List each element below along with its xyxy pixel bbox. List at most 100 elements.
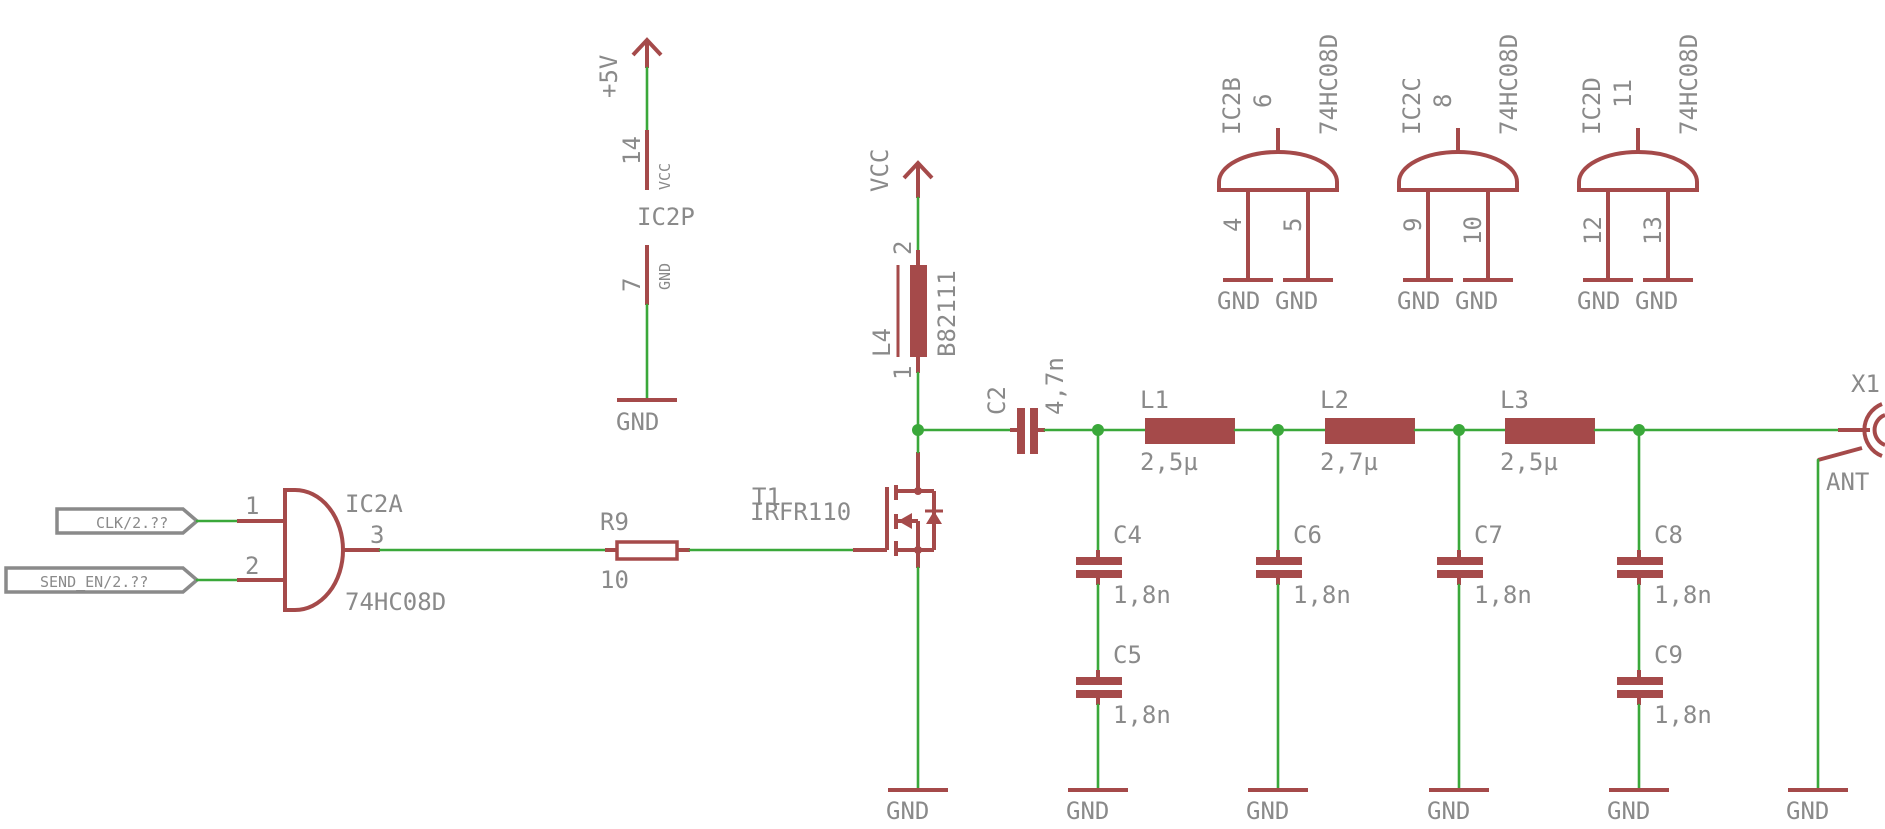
c7-value: 1,8n xyxy=(1474,581,1532,609)
ic2d-name: IC2D xyxy=(1578,77,1606,135)
r9-name: R9 xyxy=(600,508,629,536)
gnd-x1-label: GND xyxy=(1786,797,1829,825)
ic2d-gnd-2: GND xyxy=(1635,287,1678,315)
c9-value: 1,8n xyxy=(1654,701,1712,729)
gnd-ic2p-label: GND xyxy=(616,408,659,436)
gnd-ic2p: GND xyxy=(616,398,677,436)
gnd-c7: GND xyxy=(1427,788,1489,825)
ic2a-name: IC2A xyxy=(345,490,403,518)
ic2b-gnd-2: GND xyxy=(1275,287,1318,315)
gnd-c6-label: GND xyxy=(1246,797,1289,825)
ic2p-pin14: 14 xyxy=(618,136,646,165)
ic2c-gnd-2: GND xyxy=(1455,287,1498,315)
gnd-t1: GND xyxy=(886,788,948,825)
c8-value: 1,8n xyxy=(1654,581,1712,609)
l1-inductor: L1 2,5µ xyxy=(1140,386,1235,476)
plus5v-label: +5V xyxy=(595,55,623,98)
ic2b-pin-in1: 4 xyxy=(1219,218,1247,232)
c6-value: 1,8n xyxy=(1293,581,1351,609)
c6-name: C6 xyxy=(1293,521,1322,549)
ic2p-power-pins: 14 VCC IC2P 7 GND xyxy=(618,130,695,305)
ic2p-pin7-name: GND xyxy=(656,263,674,290)
c5-value: 1,8n xyxy=(1113,701,1171,729)
c8-name: C8 xyxy=(1654,521,1683,549)
ic2c-name: IC2C xyxy=(1398,77,1426,135)
ic2d-and-gate: IC2D 11 74HC08D 12 13 GND GND xyxy=(1577,34,1703,315)
gnd-c6: GND xyxy=(1246,788,1308,825)
l1-value: 2,5µ xyxy=(1140,448,1198,476)
gnd-c7-label: GND xyxy=(1427,797,1470,825)
r9-resistor: R9 10 xyxy=(600,508,690,594)
ic2a-and-gate: 1 2 3 IC2A 74HC08D xyxy=(237,488,446,616)
ic2c-pin-in1: 9 xyxy=(1399,218,1427,232)
c7-capacitor: C7 1,8n xyxy=(1437,521,1532,609)
port-clk: CLK/2.?? xyxy=(55,507,200,535)
l2-value: 2,7µ xyxy=(1320,448,1378,476)
ic2b-pin-out: 6 xyxy=(1249,94,1277,108)
l4-pin1: 1 xyxy=(889,366,917,380)
port-send-en-label: SEND_EN/2.?? xyxy=(40,573,148,591)
l4-inductor: 2 1 L4 B82111 xyxy=(868,241,961,380)
r9-value: 10 xyxy=(600,566,629,594)
gnd-c9-label: GND xyxy=(1607,797,1650,825)
l1-name: L1 xyxy=(1140,386,1169,414)
gnd-t1-label: GND xyxy=(886,797,929,825)
ic2c-gnd-1: GND xyxy=(1397,287,1440,315)
ic2a-pin1: 1 xyxy=(245,492,259,520)
c4-value: 1,8n xyxy=(1113,581,1171,609)
gnd-c5-label: GND xyxy=(1066,797,1109,825)
t1-name: T1 xyxy=(752,483,781,511)
l4-pin2: 2 xyxy=(889,241,917,255)
ic2b-value: 74HC08D xyxy=(1315,34,1343,135)
c7-name: C7 xyxy=(1474,521,1503,549)
l4-value: B82111 xyxy=(933,270,961,357)
ic2c-value: 74HC08D xyxy=(1495,34,1523,135)
c4-name: C4 xyxy=(1113,521,1142,549)
ic2b-gnd-1: GND xyxy=(1217,287,1260,315)
ic2d-pin-in1: 12 xyxy=(1579,216,1607,245)
l3-value: 2,5µ xyxy=(1500,448,1558,476)
ic2c-pin-in2: 10 xyxy=(1459,216,1487,245)
gnd-c9: GND xyxy=(1607,788,1669,825)
port-clk-label: CLK/2.?? xyxy=(96,514,168,532)
ic2p-name: IC2P xyxy=(637,203,695,231)
x1-value: ANT xyxy=(1826,468,1869,496)
ic2a-value: 74HC08D xyxy=(345,588,446,616)
l3-inductor: L3 2,5µ xyxy=(1500,386,1595,476)
vcc-label: VCC xyxy=(866,149,894,192)
l2-name: L2 xyxy=(1320,386,1349,414)
l2-inductor: L2 2,7µ xyxy=(1320,386,1415,476)
ic2d-gnd-1: GND xyxy=(1577,287,1620,315)
ic2p-pin7: 7 xyxy=(618,278,646,292)
ic2b-pin-in2: 5 xyxy=(1279,218,1307,232)
ic2c-and-gate: IC2C 8 74HC08D 9 10 GND GND xyxy=(1397,34,1523,315)
ic2d-pin-in2: 13 xyxy=(1639,216,1667,245)
c4-capacitor: C4 1,8n xyxy=(1076,521,1171,609)
c9-capacitor: C9 1,8n xyxy=(1617,641,1712,729)
ic2a-pin2: 2 xyxy=(245,552,259,580)
c2-capacitor: C2 4,7n xyxy=(983,357,1069,454)
c8-capacitor: C8 1,8n xyxy=(1617,521,1712,609)
t1-value: IRFR110 xyxy=(750,498,851,526)
c5-capacitor: C5 1,8n xyxy=(1076,641,1171,729)
c2-value: 4,7n xyxy=(1041,357,1069,415)
c9-name: C9 xyxy=(1654,641,1683,669)
ic2a-pin3: 3 xyxy=(370,521,384,549)
ic2c-pin-out: 8 xyxy=(1429,94,1457,108)
t1-mosfet: T1 IRFR110 xyxy=(750,452,943,568)
c5-name: C5 xyxy=(1113,641,1142,669)
x1-name: X1 xyxy=(1851,370,1880,398)
l3-name: L3 xyxy=(1500,386,1529,414)
vcc-supply-l4: VCC xyxy=(866,149,934,198)
c6-capacitor: C6 1,8n xyxy=(1256,521,1351,609)
l4-name: L4 xyxy=(868,328,896,357)
plus5v-supply: +5V xyxy=(595,37,663,98)
x1-antenna-connector: X1 ANT xyxy=(1817,370,1885,496)
ic2d-pin-out: 11 xyxy=(1609,79,1637,108)
ic2b-name: IC2B xyxy=(1218,77,1246,135)
c2-name: C2 xyxy=(983,386,1011,415)
port-send-en: SEND_EN/2.?? xyxy=(4,566,200,594)
ic2d-value: 74HC08D xyxy=(1675,34,1703,135)
gnd-x1: GND xyxy=(1786,788,1848,825)
